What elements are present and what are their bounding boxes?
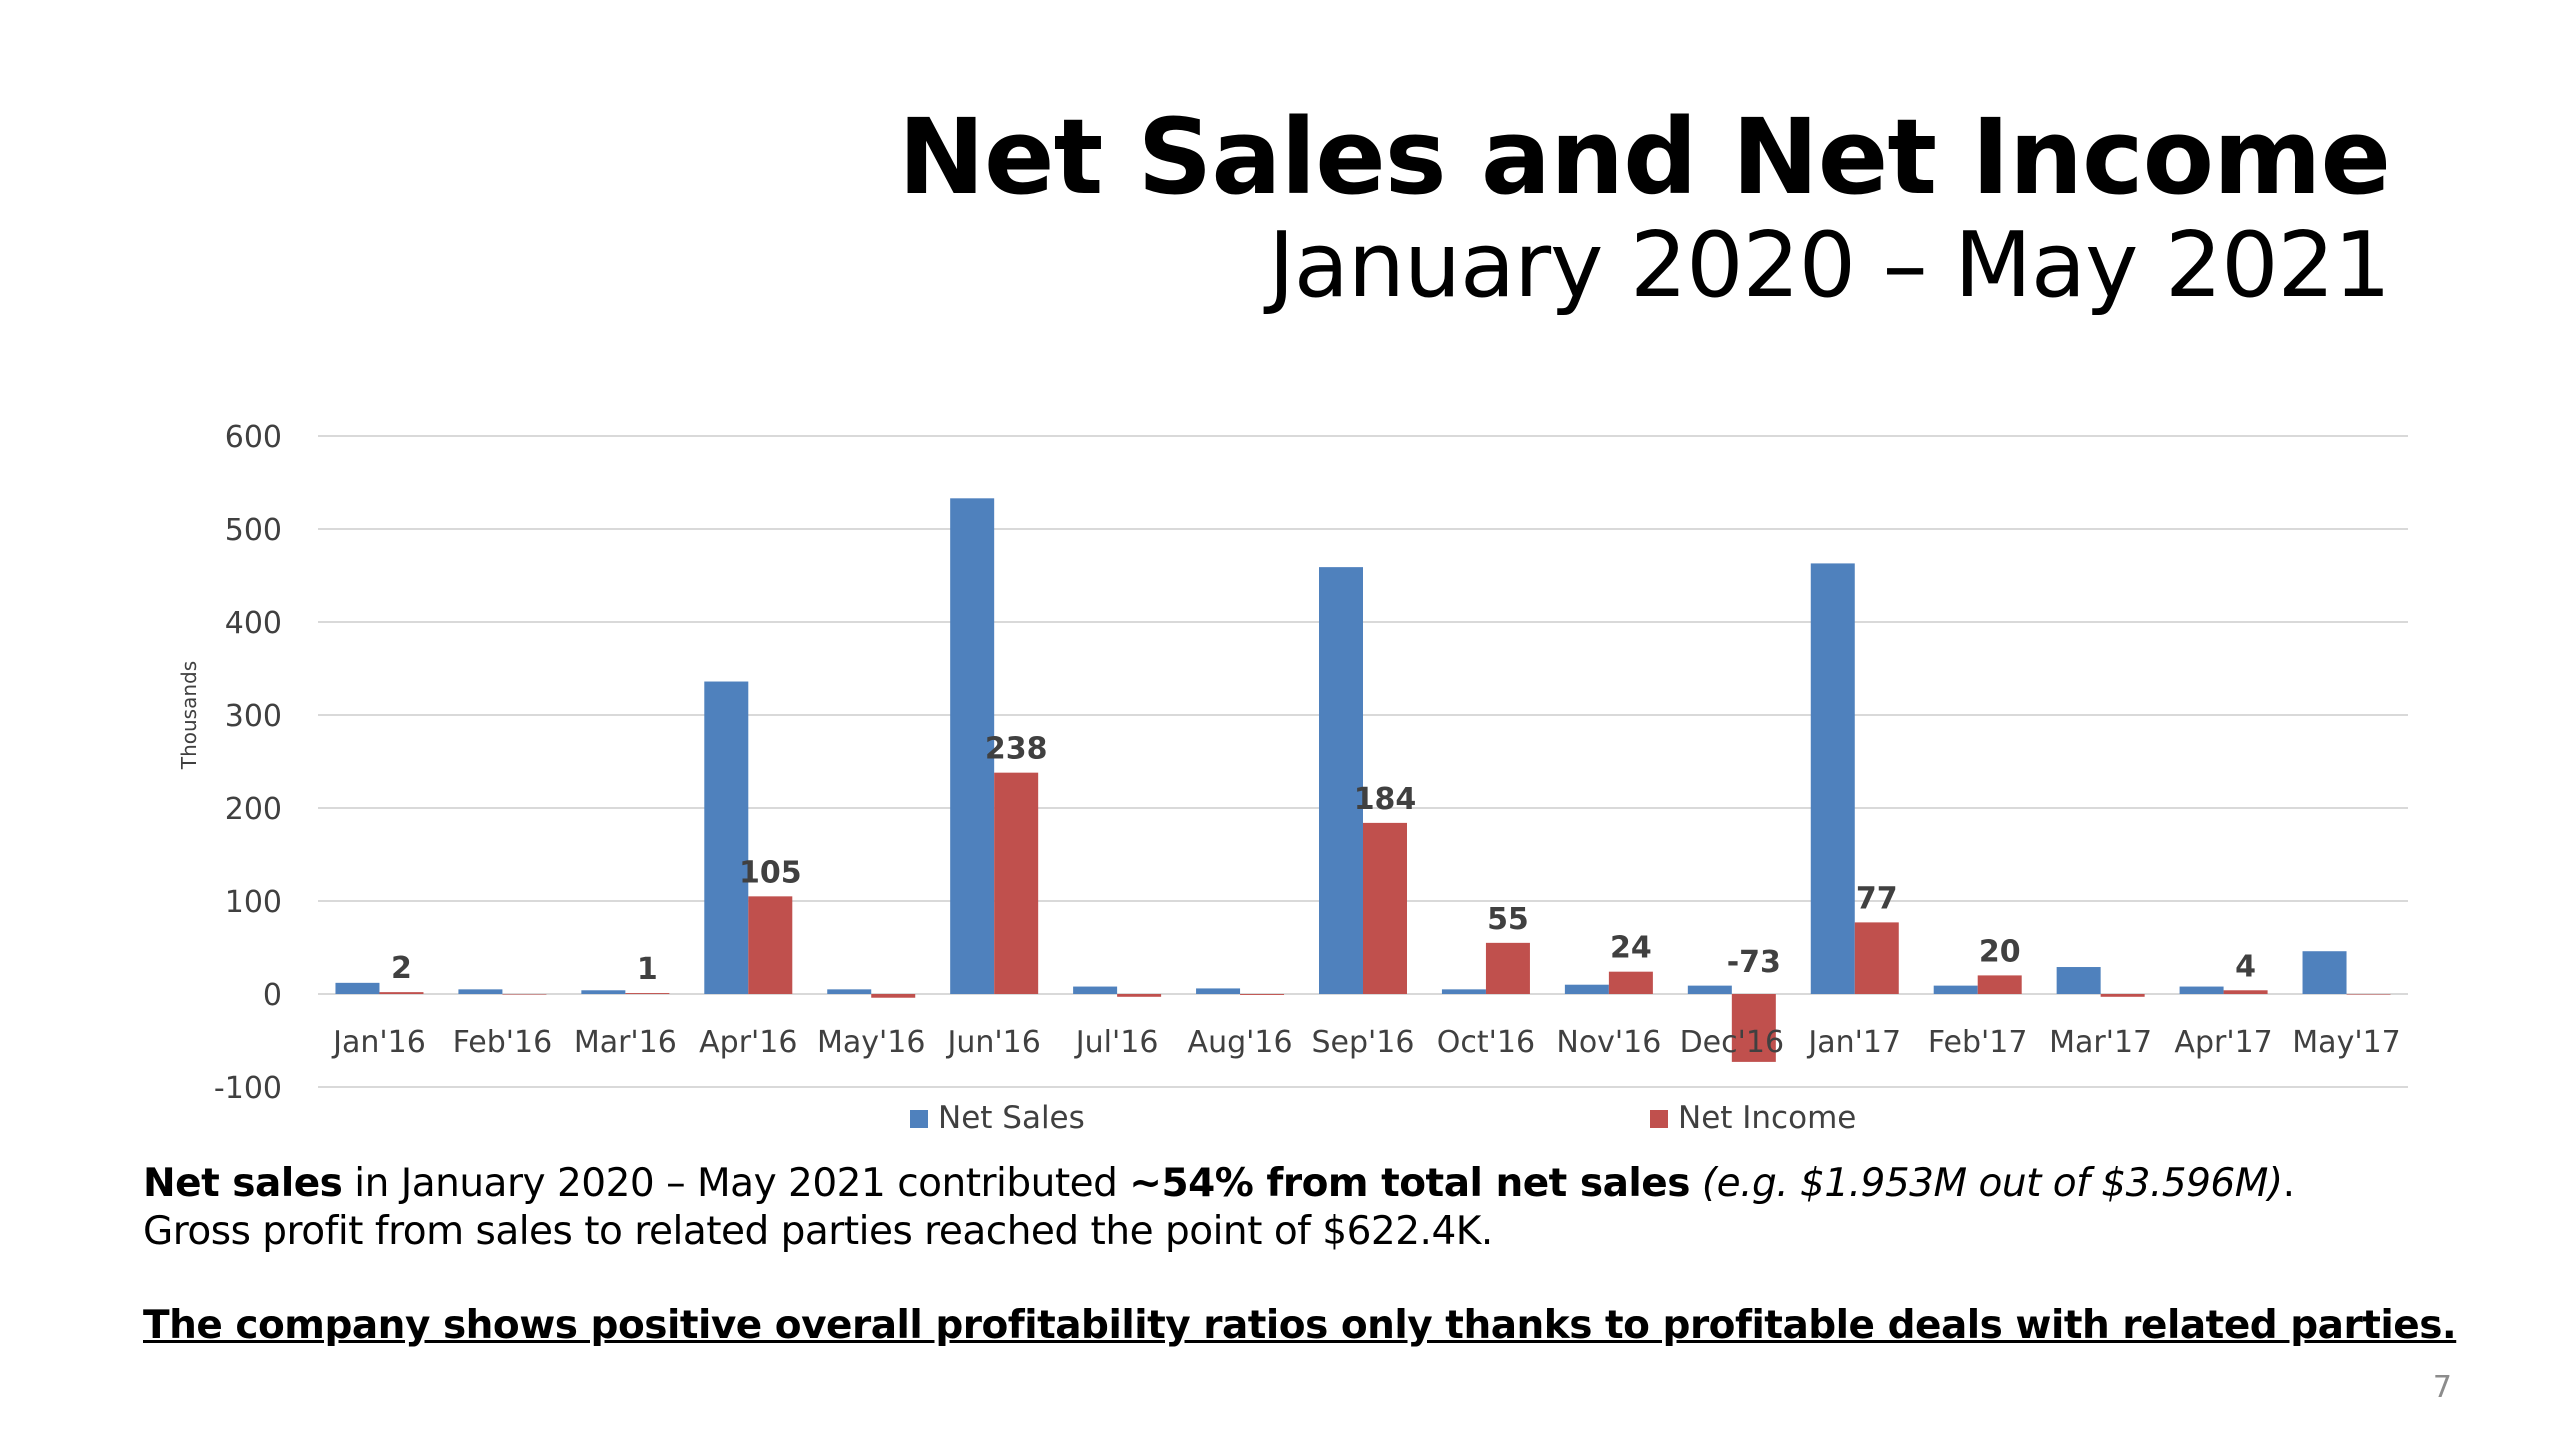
net-sales-bar <box>827 989 872 994</box>
net-income-bar <box>1240 994 1285 995</box>
x-tick-label: Apr'17 <box>2174 1025 2272 1060</box>
notes-period: . <box>2282 1161 2295 1206</box>
data-label: 2 <box>391 951 412 986</box>
page-number: 7 <box>2432 1370 2452 1405</box>
x-tick-label: Aug'16 <box>1188 1025 1293 1060</box>
net-sales-bar <box>1810 563 1855 994</box>
x-tick-label: Jul'16 <box>1074 1025 1159 1060</box>
net-income-bar <box>1854 922 1899 994</box>
data-label: -73 <box>1727 945 1781 980</box>
net-sales-bar <box>1441 989 1486 994</box>
x-tick-label: Jan'16 <box>331 1025 426 1060</box>
x-tick-label: Jun'16 <box>946 1025 1041 1060</box>
net-income-bar <box>1363 822 1407 994</box>
net-sales-bar <box>1687 985 1732 994</box>
data-label: 24 <box>1610 931 1652 966</box>
notes-bold-net-sales: Net sales <box>143 1161 343 1206</box>
slide-subtitle: January 2020 – May 2021 <box>1268 213 2391 319</box>
data-label: 4 <box>2235 949 2256 984</box>
net-sales-bar <box>2179 986 2224 994</box>
data-label: 55 <box>1487 902 1529 937</box>
y-tick-label: 300 <box>225 699 282 734</box>
conclusion-text: The company shows positive overall profi… <box>143 1303 2457 1348</box>
y-tick-label: 400 <box>225 606 282 641</box>
net-income-bar <box>1485 942 1530 994</box>
notes-line-2: Gross profit from sales to related parti… <box>143 1209 1493 1254</box>
net-income-bar <box>379 992 424 994</box>
title-block: Net Sales and Net Income January 2020 – … <box>898 96 2391 319</box>
data-label: 1 <box>637 952 658 987</box>
net-sales-bar <box>1933 985 1978 994</box>
data-label: 184 <box>1354 782 1417 817</box>
notes-text: in January 2020 – May 2021 contributed <box>342 1161 1130 1206</box>
net-sales-bar <box>1196 988 1241 994</box>
net-income-bar <box>2346 994 2391 995</box>
notes: Net sales in January 2020 – May 2021 con… <box>143 1160 2423 1256</box>
data-label: 20 <box>1979 934 2021 969</box>
net-income-bar <box>625 993 670 994</box>
notes-space <box>1690 1161 1702 1206</box>
x-tick-label: Nov'16 <box>1556 1025 1661 1060</box>
net-income-bar <box>1731 994 1776 1062</box>
data-label: 238 <box>985 732 1048 767</box>
net-income-bar <box>1977 975 2022 994</box>
y-tick-label: -100 <box>214 1071 282 1106</box>
y-tick-label: 0 <box>263 978 282 1013</box>
slide-title: Net Sales and Net Income <box>898 96 2391 218</box>
legend-swatch <box>1650 1110 1668 1128</box>
net-income-bar <box>871 994 916 998</box>
net-sales-bar <box>950 498 995 994</box>
net-sales-bar <box>458 989 503 994</box>
notes-line-1: Net sales in January 2020 – May 2021 con… <box>143 1160 2423 1208</box>
net-sales-bar <box>704 681 749 994</box>
net-income-bar <box>748 896 793 994</box>
x-tick-label: May'16 <box>817 1025 925 1060</box>
notes-bold-share: ~54% from total net sales <box>1129 1161 1690 1206</box>
net-income-bar <box>2223 990 2268 994</box>
x-tick-label: May'17 <box>2292 1025 2400 1060</box>
x-tick-label: Apr'16 <box>699 1025 797 1060</box>
net-sales-bar <box>1319 567 1363 994</box>
y-tick-label: 500 <box>225 513 282 548</box>
x-tick-label: Oct'16 <box>1437 1025 1535 1060</box>
net-sales-bar <box>2302 951 2347 994</box>
x-tick-label: Dec'16 <box>1680 1025 1784 1060</box>
net-income-bar <box>1608 971 1653 994</box>
net-income-bar <box>1117 994 1162 997</box>
legend-swatch <box>910 1110 928 1128</box>
x-tick-label: Jan'17 <box>1806 1025 1901 1060</box>
net-income-bar <box>502 994 547 995</box>
data-label: 105 <box>739 855 802 890</box>
y-tick-label: 200 <box>225 792 282 827</box>
net-sales-bar <box>581 990 626 994</box>
net-income-bar <box>994 772 1039 994</box>
net-sales-bar <box>1564 984 1609 994</box>
data-label: 77 <box>1856 881 1898 916</box>
x-tick-label: Sep'16 <box>1312 1025 1415 1060</box>
bar-chart: -100 0 100 200 300 400 500 600 Thousands 2 Jan'16 F… <box>177 420 2408 1136</box>
net-sales-bar <box>335 982 380 994</box>
x-tick-label: Feb'16 <box>453 1025 553 1060</box>
legend-label: Net Income <box>1678 1100 1856 1136</box>
x-tick-label: Mar'16 <box>574 1025 677 1060</box>
notes-example: (e.g. $1.953M out of $3.596M) <box>1701 1161 2283 1206</box>
y-tick-label: 600 <box>225 420 282 455</box>
legend-label: Net Sales <box>938 1100 1085 1136</box>
y-axis-label: Thousands <box>177 661 201 770</box>
net-income-bar <box>2100 994 2145 997</box>
net-sales-bar <box>2056 967 2101 994</box>
y-tick-label: 100 <box>225 885 282 920</box>
net-sales-bar <box>1073 986 1118 994</box>
x-tick-label: Feb'17 <box>1928 1025 2028 1060</box>
x-tick-label: Mar'17 <box>2049 1025 2152 1060</box>
